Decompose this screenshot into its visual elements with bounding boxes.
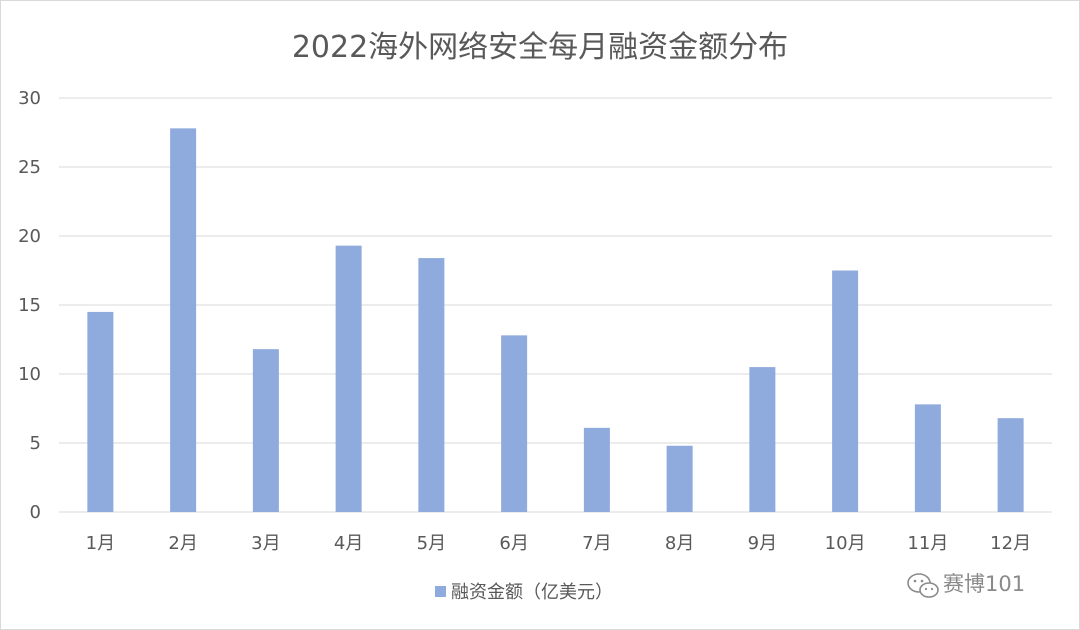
- bar: [666, 445, 693, 512]
- y-tick-label: 20: [18, 226, 41, 247]
- y-tick-label: 5: [30, 433, 41, 454]
- x-tick-label: 1月: [86, 533, 115, 554]
- x-tick-label: 4月: [334, 533, 363, 554]
- y-tick-label: 0: [30, 502, 41, 523]
- legend: 融资金额（亿美元）: [435, 582, 613, 603]
- x-tick-label: 2月: [168, 533, 197, 554]
- bar: [914, 404, 941, 512]
- x-tick-label: 5月: [417, 533, 446, 554]
- watermark-text: 赛博101: [943, 572, 1025, 596]
- x-tick-label: 6月: [499, 533, 528, 554]
- bars: [87, 128, 1024, 513]
- bar: [832, 270, 859, 512]
- bar: [997, 418, 1024, 512]
- legend-swatch: [435, 586, 446, 597]
- wechat-icon: [907, 573, 939, 598]
- y-tick-label: 25: [18, 157, 41, 178]
- watermark: 赛博101: [907, 572, 1025, 598]
- x-tick-label: 8月: [665, 533, 694, 554]
- bar: [252, 349, 279, 512]
- y-axis-ticks: 0 5 10 15 20 25 30: [18, 88, 41, 523]
- bar: [87, 311, 114, 512]
- bar: [170, 128, 197, 513]
- bar: [501, 335, 528, 512]
- y-tick-label: 15: [18, 295, 41, 316]
- x-tick-label: 7月: [582, 533, 611, 554]
- x-tick-label: 12月: [990, 533, 1031, 554]
- grid-lines: [59, 97, 1052, 513]
- x-axis-ticks: 1月 2月 3月 4月 5月 6月 7月 8月 9月 10月 11月 12月: [86, 533, 1031, 554]
- x-tick-label: 10月: [825, 533, 866, 554]
- bar: [418, 258, 445, 512]
- bar: [749, 367, 776, 512]
- chart-title: 2022海外网络安全每月融资金额分布: [292, 30, 788, 65]
- x-tick-label: 3月: [251, 533, 280, 554]
- legend-label: 融资金额（亿美元）: [451, 582, 613, 603]
- x-tick-label: 11月: [907, 533, 948, 554]
- y-tick-label: 10: [18, 364, 41, 385]
- bar: [583, 427, 610, 512]
- x-tick-label: 9月: [748, 533, 777, 554]
- y-tick-label: 30: [18, 88, 41, 109]
- bar: [335, 245, 362, 512]
